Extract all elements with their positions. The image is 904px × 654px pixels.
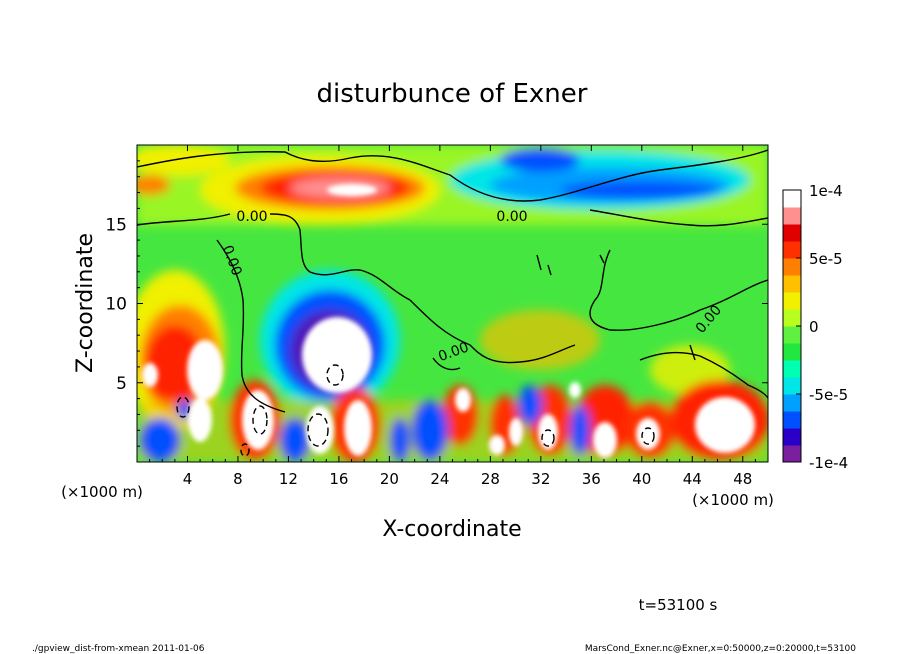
contour-label: 0.00 xyxy=(236,209,267,225)
colorbar-segment xyxy=(783,275,801,293)
colorbar-segment xyxy=(783,207,801,225)
y-axis-label: Z-coordinate xyxy=(73,233,98,373)
x-tick-label: 48 xyxy=(733,470,752,488)
colorbar-segment xyxy=(783,241,801,259)
x-unit-label: (×1000 m) xyxy=(692,491,774,509)
x-tick-label: 8 xyxy=(233,470,243,488)
chart-title: disturbunce of Exner xyxy=(317,79,588,109)
colorbar-segment xyxy=(783,224,801,242)
colorbar-segment xyxy=(783,292,801,310)
y-tick-label: 10 xyxy=(105,295,127,315)
x-axis: 4 8 12 16 20 24 28 32 36 40 44 48 xyxy=(149,145,756,488)
y-unit-label: (×1000 m) xyxy=(61,483,143,501)
colorbar-tick-label: -1e-4 xyxy=(809,454,848,472)
footer-right: MarsCond_Exner.nc@Exner,x=0:50000,z=0:20… xyxy=(585,644,856,654)
heatmap-field xyxy=(137,145,768,462)
x-tick-label: 24 xyxy=(430,470,449,488)
x-tick-label: 28 xyxy=(481,470,500,488)
colorbar-segment xyxy=(783,309,801,327)
colorbar-segment xyxy=(783,377,801,395)
x-tick-label: 20 xyxy=(380,470,399,488)
colorbar-tick-label: 0 xyxy=(809,318,819,336)
colorbar-ticks: 1e-4 5e-5 0 -5e-5 -1e-4 xyxy=(796,182,848,472)
x-tick-label: 40 xyxy=(632,470,651,488)
y-tick-label: 15 xyxy=(105,215,127,235)
colorbar-segment xyxy=(783,445,801,463)
colorbar-tick-label: 1e-4 xyxy=(809,182,843,200)
x-tick-label: 32 xyxy=(531,470,550,488)
colorbar-segment xyxy=(783,258,801,276)
colorbar-segment xyxy=(783,326,801,344)
x-tick-label: 12 xyxy=(279,470,298,488)
x-tick-label: 36 xyxy=(582,470,601,488)
colorbar-segment xyxy=(783,394,801,412)
colorbar-tick-label: -5e-5 xyxy=(809,386,848,404)
colorbar-segment xyxy=(783,343,801,361)
x-tick-label: 4 xyxy=(183,470,193,488)
colorbar-tick-label: 5e-5 xyxy=(809,250,843,268)
x-tick-label: 44 xyxy=(683,470,702,488)
colorbar-segment xyxy=(783,190,801,208)
y-axis: 5 10 15 xyxy=(105,160,768,447)
contour-label: 0.00 xyxy=(496,209,527,225)
colorbar-segment xyxy=(783,411,801,429)
x-axis-label: X-coordinate xyxy=(382,517,521,542)
colorbar-segment xyxy=(783,360,801,378)
x-tick-label: 16 xyxy=(329,470,348,488)
y-tick-label: 5 xyxy=(116,374,127,394)
colorbar xyxy=(783,190,801,463)
colorbar-segment xyxy=(783,428,801,446)
footer-left: ./gpview_dist-from-xmean 2011-01-06 xyxy=(32,644,205,654)
time-annotation: t=53100 s xyxy=(639,596,718,614)
